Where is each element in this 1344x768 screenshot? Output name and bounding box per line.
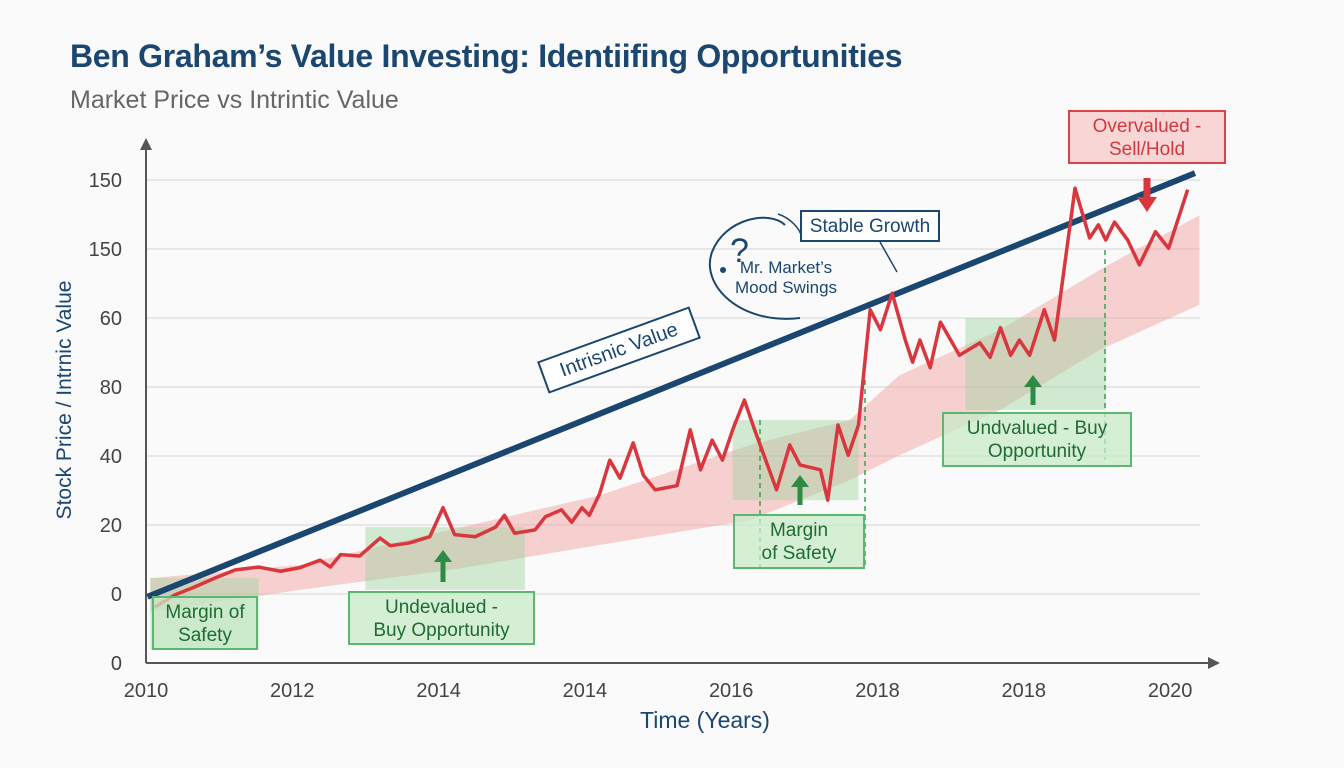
market-price-line — [153, 186, 1190, 609]
chart-subtitle: Market Price vs Intrintic Value — [70, 86, 399, 114]
overvalued-label: Overvalued - Sell/Hold — [1068, 110, 1226, 164]
y-tick-label: 80 — [100, 377, 122, 399]
mood-swirl-icon — [777, 213, 803, 239]
up-arrow-head-icon — [1024, 375, 1042, 387]
x-tick-label: 2018 — [1002, 680, 1047, 702]
x-tick-label: 2018 — [855, 680, 900, 702]
stable-growth-pointer — [879, 241, 898, 273]
question-mark-icon: ? — [730, 232, 749, 270]
mood-dot-icon — [720, 267, 726, 273]
buy-opportunity-label-2: Undvalued - Buy Opportunity — [942, 412, 1132, 467]
y-tick-label: 0 — [111, 653, 122, 675]
up-arrow-head-icon — [434, 550, 452, 562]
y-axis-arrow-icon — [140, 138, 152, 150]
y-tick-label: 150 — [89, 239, 122, 261]
buy-opportunity-label-1: Undevalued - Buy Opportunity — [348, 591, 535, 645]
mood-swings-label: Mr. Market’s Mood Swings — [734, 258, 838, 297]
x-tick-label: 2016 — [709, 680, 754, 702]
x-tick-label: 2014 — [416, 680, 461, 702]
x-axis-label: Time (Years) — [640, 707, 770, 733]
y-axis-label: Stock Price / Intrnic Value — [53, 280, 76, 520]
y-tick-label: 150 — [89, 170, 122, 192]
y-tick-label: 40 — [100, 446, 122, 468]
mood-circle-icon — [709, 216, 801, 320]
y-tick-label: 20 — [100, 515, 122, 537]
up-arrow-head-icon — [791, 475, 809, 487]
margin-of-safety-label-2: Margin of Safety — [733, 514, 865, 569]
y-tick-label: 60 — [100, 308, 122, 330]
x-tick-label: 2012 — [270, 680, 315, 702]
x-tick-label: 2010 — [124, 680, 169, 702]
x-tick-label: 2014 — [563, 680, 608, 702]
x-axis-arrow-icon — [1208, 657, 1220, 669]
chart-title: Ben Graham’s Value Investing: Identiifin… — [70, 38, 903, 74]
stable-growth-label: Stable Growth — [800, 210, 940, 242]
y-tick-label: 0 — [111, 584, 122, 606]
margin-of-safety-label-1: Margin of Safety — [152, 596, 258, 650]
intrinsic-value-line — [146, 170, 1197, 600]
down-arrow-head-icon — [1137, 197, 1157, 212]
x-tick-label: 2020 — [1148, 680, 1193, 702]
